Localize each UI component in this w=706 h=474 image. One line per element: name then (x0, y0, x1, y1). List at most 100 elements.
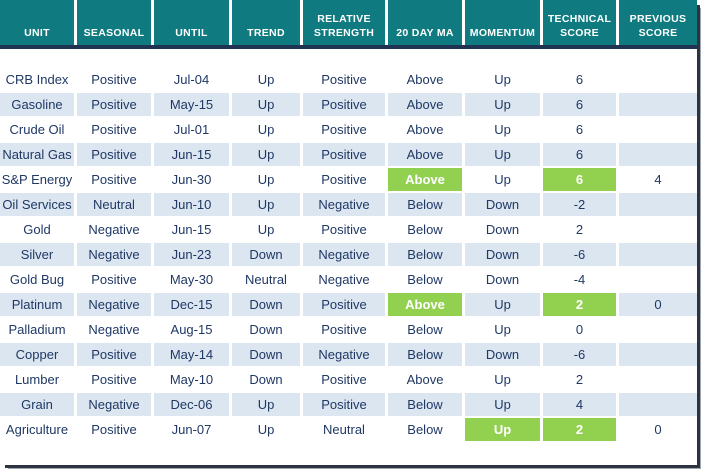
header-row: UNIT SEASONAL UNTIL TREND RELATIVE STRENGTH 2… (0, 0, 697, 45)
table-row: Oil Services Neutral Jun-10 Up Negative Below… (0, 193, 697, 216)
cell-unit: Gold (0, 218, 74, 241)
table-body: CRB Index Positive Jul-04 Up Positive Above Up… (0, 68, 697, 441)
cell-previous-score: 0 (619, 293, 697, 316)
cell-trend: Down (232, 318, 300, 341)
cell-ma-20day: Below (388, 268, 462, 291)
cell-previous-score (619, 318, 697, 341)
cell-until: Jun-30 (154, 168, 229, 191)
cell-trend: Up (232, 143, 300, 166)
cell-unit: CRB Index (0, 68, 74, 91)
cell-technical-score: -6 (543, 343, 616, 366)
cell-unit: Oil Services (0, 193, 74, 216)
cell-unit: Silver (0, 243, 74, 266)
cell-relative-strength: Positive (303, 368, 385, 391)
cell-until: Jun-15 (154, 143, 229, 166)
cell-ma-20day: Above (388, 293, 462, 316)
cell-seasonal: Positive (77, 93, 151, 116)
cell-until: May-14 (154, 343, 229, 366)
cell-momentum: Up (465, 293, 540, 316)
cell-unit: Grain (0, 393, 74, 416)
cell-relative-strength: Positive (303, 168, 385, 191)
cell-unit: Palladium (0, 318, 74, 341)
cell-momentum: Down (465, 343, 540, 366)
cell-until: Dec-15 (154, 293, 229, 316)
cell-trend: Down (232, 293, 300, 316)
cell-momentum: Up (465, 93, 540, 116)
cell-technical-score: 6 (543, 118, 616, 141)
cell-seasonal: Neutral (77, 193, 151, 216)
cell-unit: Natural Gas (0, 143, 74, 166)
cell-momentum: Down (465, 218, 540, 241)
cell-until: Jun-10 (154, 193, 229, 216)
cell-ma-20day: Below (388, 343, 462, 366)
cell-trend: Up (232, 393, 300, 416)
cell-until: Jun-07 (154, 418, 229, 441)
cell-ma-20day: Above (388, 143, 462, 166)
table-row: Palladium Negative Aug-15 Down Positive Below… (0, 318, 697, 341)
cell-momentum: Down (465, 193, 540, 216)
cell-technical-score: 2 (543, 218, 616, 241)
cell-technical-score: 6 (543, 168, 616, 191)
cell-relative-strength: Positive (303, 143, 385, 166)
table-row: S&P Energy Positive Jun-30 Up Positive Above U… (0, 168, 697, 191)
cell-relative-strength: Positive (303, 218, 385, 241)
cell-until: May-10 (154, 368, 229, 391)
cell-unit: Agriculture (0, 418, 74, 441)
cell-relative-strength: Positive (303, 393, 385, 416)
cell-momentum: Up (465, 143, 540, 166)
cell-technical-score: -6 (543, 243, 616, 266)
header-cell-momentum: MOMENTUM (465, 0, 540, 45)
table-row: Crude Oil Positive Jul-01 Up Positive Above Up… (0, 118, 697, 141)
cell-relative-strength: Positive (303, 318, 385, 341)
header-cell-unit: UNIT (0, 0, 74, 45)
cell-technical-score: 6 (543, 93, 616, 116)
cell-relative-strength: Positive (303, 93, 385, 116)
header-cell-technical-score: TECHNICAL SCORE (543, 0, 616, 45)
cell-ma-20day: Above (388, 68, 462, 91)
cell-seasonal: Negative (77, 393, 151, 416)
table-row: Lumber Positive May-10 Down Positive Above Up 2 (0, 368, 697, 391)
cell-trend: Up (232, 193, 300, 216)
cell-ma-20day: Below (388, 218, 462, 241)
commodity-table: UNIT SEASONAL UNTIL TREND RELATIVE STRENGTH 2… (0, 0, 697, 441)
cell-unit: S&P Energy (0, 168, 74, 191)
cell-technical-score: 2 (543, 293, 616, 316)
table-row: Platinum Negative Dec-15 Down Positive Above U… (0, 293, 697, 316)
cell-trend: Down (232, 368, 300, 391)
table-row: Copper Positive May-14 Down Negative Below Dow… (0, 343, 697, 366)
cell-relative-strength: Positive (303, 118, 385, 141)
cell-relative-strength: Negative (303, 343, 385, 366)
cell-unit: Gasoline (0, 93, 74, 116)
cell-seasonal: Positive (77, 343, 151, 366)
cell-trend: Up (232, 68, 300, 91)
cell-technical-score: 2 (543, 418, 616, 441)
cell-momentum: Up (465, 368, 540, 391)
cell-trend: Down (232, 243, 300, 266)
cell-relative-strength: Positive (303, 293, 385, 316)
cell-until: Jun-15 (154, 218, 229, 241)
header-cell-trend: TREND (232, 0, 300, 45)
cell-momentum: Up (465, 118, 540, 141)
cell-ma-20day: Below (388, 243, 462, 266)
cell-ma-20day: Above (388, 118, 462, 141)
cell-trend: Up (232, 93, 300, 116)
header-cell-until: UNTIL (154, 0, 229, 45)
cell-technical-score: 6 (543, 68, 616, 91)
cell-seasonal: Negative (77, 243, 151, 266)
cell-momentum: Up (465, 418, 540, 441)
cell-momentum: Down (465, 243, 540, 266)
table-row: Natural Gas Positive Jun-15 Up Positive Above… (0, 143, 697, 166)
cell-ma-20day: Below (388, 193, 462, 216)
cell-seasonal: Positive (77, 268, 151, 291)
cell-until: May-30 (154, 268, 229, 291)
cell-ma-20day: Above (388, 368, 462, 391)
cell-until: May-15 (154, 93, 229, 116)
cell-unit: Lumber (0, 368, 74, 391)
cell-previous-score: 0 (619, 418, 697, 441)
cell-trend: Up (232, 118, 300, 141)
cell-technical-score: 4 (543, 393, 616, 416)
cell-relative-strength: Negative (303, 193, 385, 216)
cell-technical-score: 6 (543, 143, 616, 166)
header-cell-relative-strength: RELATIVE STRENGTH (303, 0, 385, 45)
cell-previous-score (619, 218, 697, 241)
